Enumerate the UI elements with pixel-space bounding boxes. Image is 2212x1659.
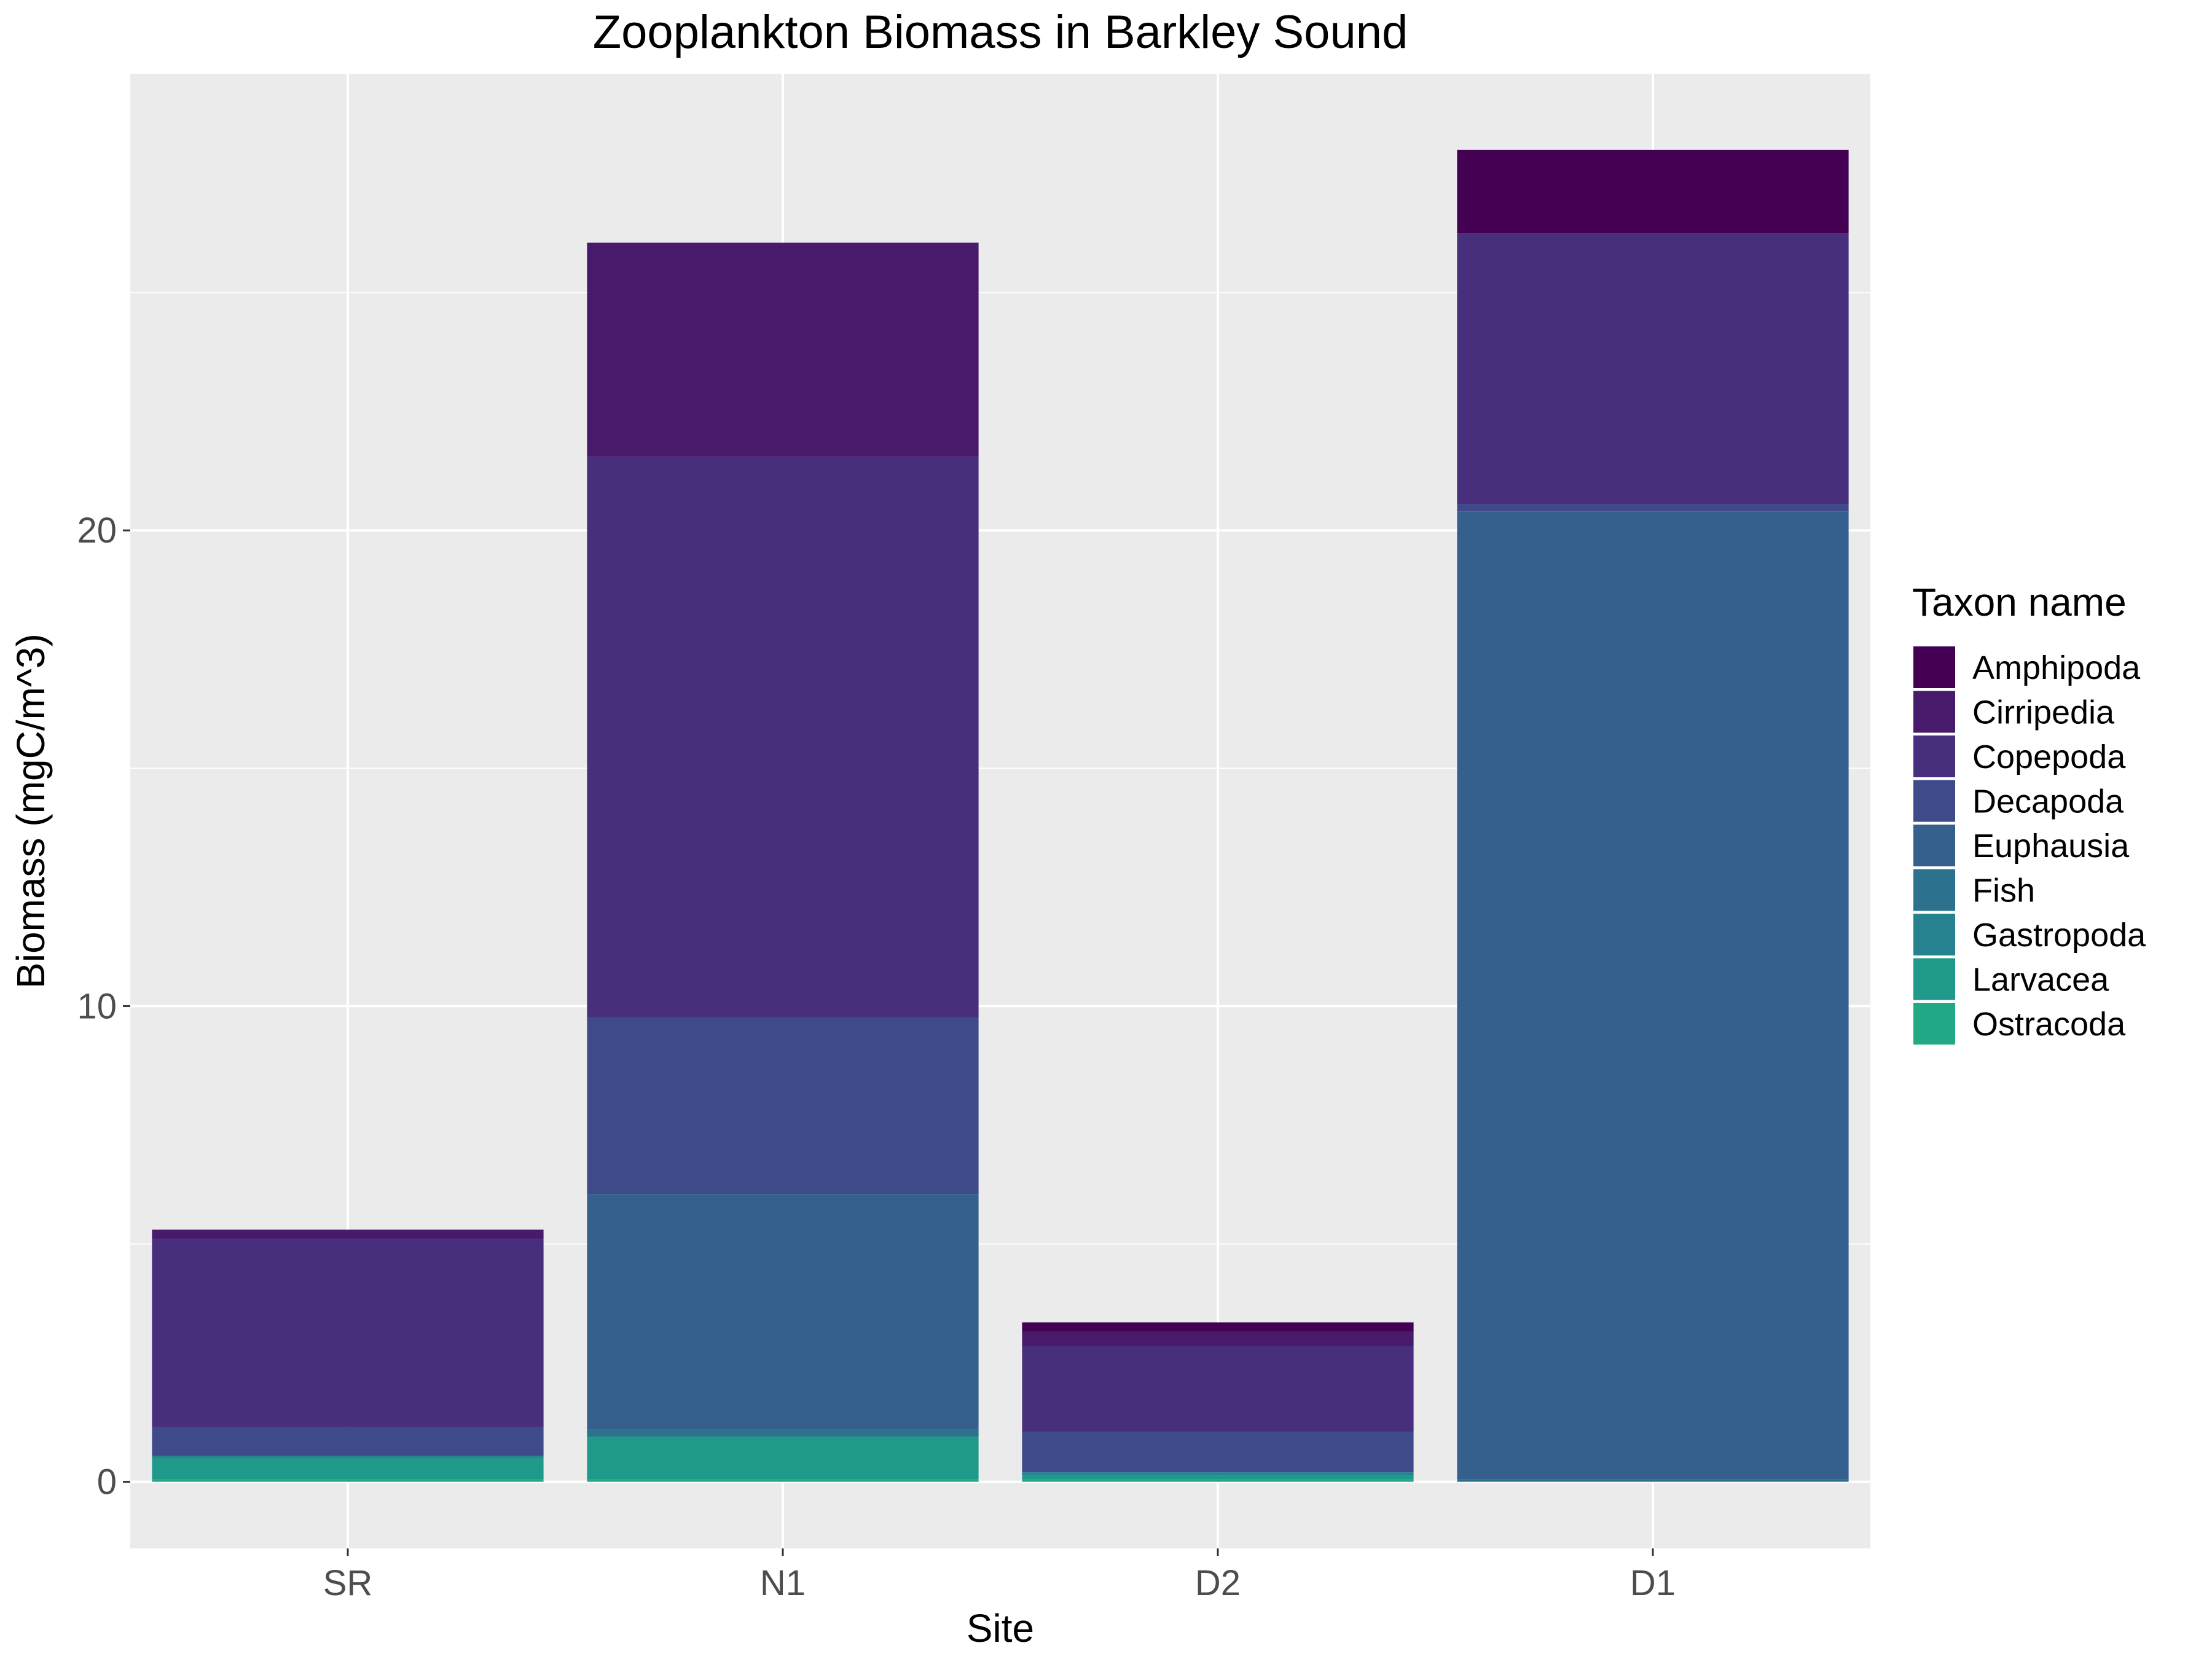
- x-tick-label-SR: SR: [323, 1563, 373, 1603]
- bar-SR-larvacea: [152, 1457, 544, 1480]
- bar-SR-copepoda: [152, 1239, 544, 1427]
- bar-SR-cirripedia: [152, 1230, 544, 1239]
- bar-stack-SR: [152, 1230, 544, 1482]
- x-axis-title: Site: [967, 1606, 1034, 1650]
- x-axis: SR N1 D2 D1: [323, 1548, 1676, 1603]
- y-tick-label-1: 10: [77, 986, 117, 1026]
- bar-D1-euphausia: [1457, 511, 1849, 1480]
- y-axis: 0 10 20: [77, 511, 130, 1502]
- bar-D1-fish: [1457, 1479, 1849, 1482]
- legend-swatch-gastropoda: [1913, 914, 1955, 955]
- legend-label-amphipoda: Amphipoda: [1972, 649, 2141, 686]
- bar-N1-cirripedia: [587, 242, 979, 457]
- bar-D2-gastropoda: [1022, 1472, 1414, 1475]
- bar-SR-ostracoda: [152, 1479, 544, 1482]
- legend-item-ostracoda: Ostracoda: [1913, 1003, 2126, 1045]
- y-tick-label-0: 0: [97, 1462, 117, 1502]
- bar-N1-larvacea: [587, 1437, 979, 1480]
- legend-item-gastropoda: Gastropoda: [1913, 914, 2146, 955]
- legend-item-copepoda: Copepoda: [1913, 735, 2126, 777]
- bar-SR-gastropoda: [152, 1456, 544, 1458]
- legend-item-larvacea: Larvacea: [1913, 958, 2109, 1000]
- legend-title: Taxon name: [1912, 580, 2127, 624]
- bar-N1-euphausia: [587, 1194, 979, 1430]
- bar-D1-amphipoda: [1457, 149, 1849, 233]
- legend-swatch-ostracoda: [1913, 1003, 1955, 1045]
- legend-label-euphausia: Euphausia: [1972, 828, 2130, 865]
- legend-items: Amphipoda Cirripedia Copepoda Decapoda Eupha…: [1913, 646, 2146, 1045]
- legend-swatch-copepoda: [1913, 735, 1955, 777]
- legend-swatch-decapoda: [1913, 780, 1955, 822]
- y-axis-title: Biomass (mgC/m^3): [9, 633, 53, 989]
- bar-stack-N1: [587, 242, 979, 1482]
- legend-swatch-euphausia: [1913, 825, 1955, 866]
- legend-label-fish: Fish: [1972, 873, 2035, 909]
- legend-item-fish: Fish: [1913, 869, 2035, 911]
- bar-D2-copepoda: [1022, 1346, 1414, 1432]
- legend-label-ostracoda: Ostracoda: [1972, 1006, 2126, 1043]
- bar-SR-decapoda: [152, 1427, 544, 1456]
- legend-item-cirripedia: Cirripedia: [1913, 691, 2115, 733]
- bar-D2-larvacea: [1022, 1475, 1414, 1480]
- legend-swatch-larvacea: [1913, 958, 1955, 1000]
- legend-swatch-amphipoda: [1913, 646, 1955, 688]
- bar-N1-copepoda: [587, 457, 979, 1018]
- bar-N1-ostracoda: [587, 1479, 979, 1482]
- legend: Taxon name Amphipoda Cirripedia Copepoda De…: [1912, 580, 2146, 1045]
- legend-label-larvacea: Larvacea: [1972, 962, 2109, 998]
- x-tick-label-N1: N1: [760, 1563, 806, 1603]
- bar-D2-decapoda: [1022, 1432, 1414, 1473]
- bar-D2-cirripedia: [1022, 1332, 1414, 1346]
- bar-D2-amphipoda: [1022, 1322, 1414, 1332]
- legend-swatch-fish: [1913, 869, 1955, 911]
- bar-stack-D2: [1022, 1322, 1414, 1482]
- y-tick-label-2: 20: [77, 511, 117, 551]
- legend-label-cirripedia: Cirripedia: [1972, 694, 2115, 731]
- bars: [152, 149, 1849, 1482]
- legend-label-copepoda: Copepoda: [1972, 739, 2126, 775]
- x-tick-label-D1: D1: [1630, 1563, 1676, 1603]
- chart-title: Zooplankton Biomass in Barkley Sound: [593, 6, 1408, 58]
- bar-D1-decapoda: [1457, 504, 1849, 512]
- legend-label-gastropoda: Gastropoda: [1972, 917, 2146, 954]
- bar-N1-decapoda: [587, 1018, 979, 1194]
- bar-N1-fish: [587, 1429, 979, 1437]
- bar-stack-D1: [1457, 149, 1849, 1482]
- legend-label-decapoda: Decapoda: [1972, 783, 2124, 820]
- legend-item-euphausia: Euphausia: [1913, 825, 2130, 866]
- legend-swatch-cirripedia: [1913, 691, 1955, 733]
- legend-item-amphipoda: Amphipoda: [1913, 646, 2141, 688]
- bar-D1-copepoda: [1457, 233, 1849, 504]
- x-tick-label-D2: D2: [1195, 1563, 1241, 1603]
- bar-D2-ostracoda: [1022, 1479, 1414, 1482]
- legend-item-decapoda: Decapoda: [1913, 780, 2124, 822]
